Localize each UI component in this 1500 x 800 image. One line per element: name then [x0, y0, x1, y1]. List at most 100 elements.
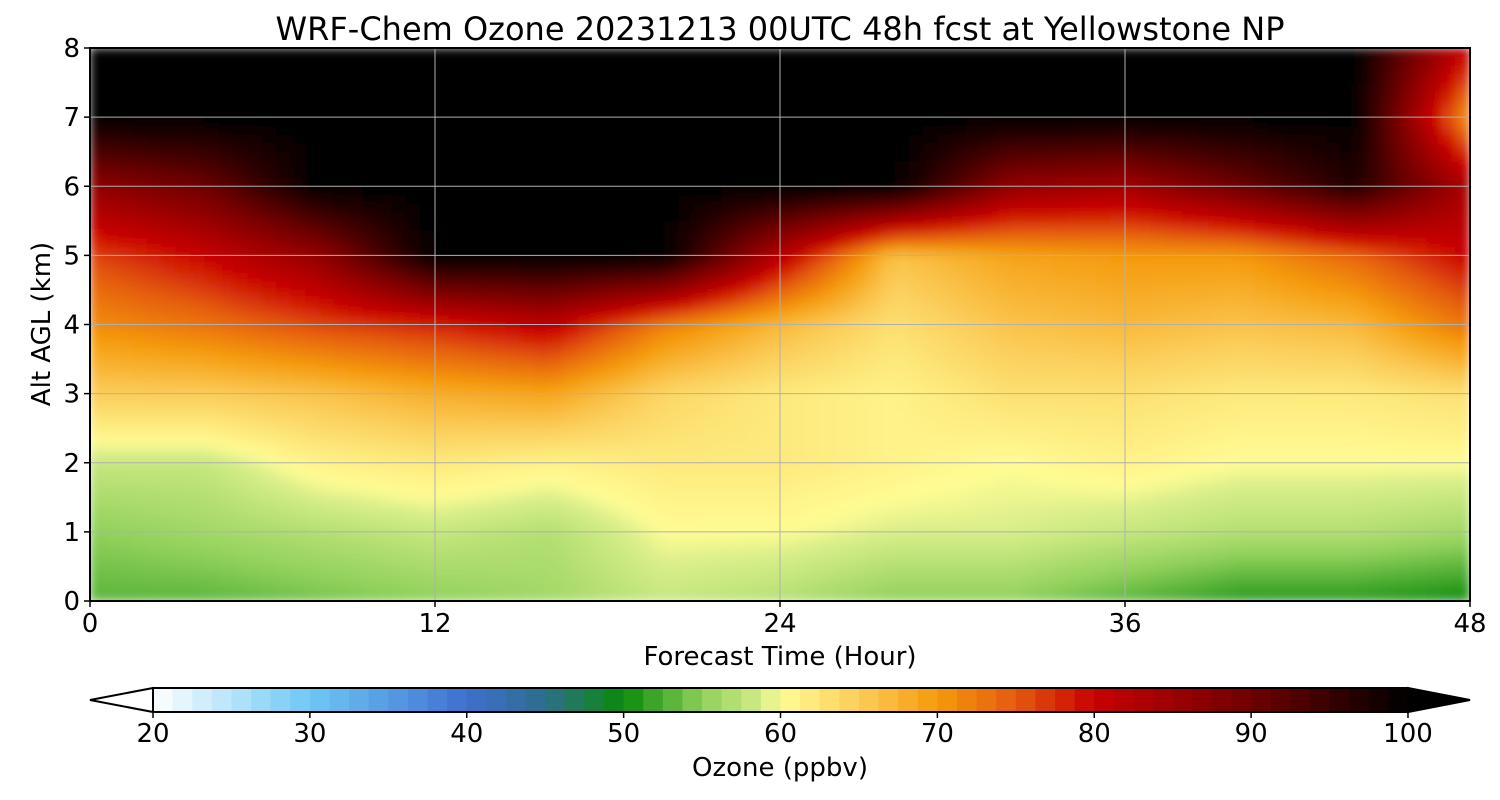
heatmap-cell: [880, 557, 896, 568]
heatmap-cell: [391, 90, 407, 101]
heatmap-cell: [405, 341, 422, 352]
heatmap-cell: [1196, 107, 1212, 118]
heatmap-cell: [420, 151, 436, 161]
heatmap-cell: [1023, 194, 1040, 205]
heatmap-cell: [750, 254, 767, 265]
heatmap-cell: [894, 488, 910, 498]
heatmap-cell: [1038, 496, 1054, 507]
heatmap-cell: [1095, 194, 1112, 205]
heatmap-cell: [894, 462, 910, 472]
heatmap-cell: [894, 168, 910, 179]
heatmap-cell: [851, 297, 867, 308]
heatmap-cell: [491, 453, 508, 464]
heatmap-cell: [491, 116, 508, 127]
heatmap-cell: [894, 99, 910, 110]
heatmap-cell: [578, 522, 594, 533]
heatmap-cell: [103, 280, 120, 291]
heatmap-cell: [678, 151, 695, 161]
heatmap-cell: [880, 358, 896, 369]
heatmap-cell: [721, 462, 738, 472]
heatmap-cell: [951, 583, 968, 593]
heatmap-cell: [966, 384, 982, 395]
heatmap-cell: [980, 531, 997, 542]
heatmap-cell: [736, 289, 752, 300]
heatmap-cell: [391, 99, 407, 110]
heatmap-cell: [1095, 246, 1112, 256]
heatmap-cell: [1081, 418, 1097, 429]
heatmap-cell: [894, 272, 910, 282]
heatmap-cell: [592, 99, 609, 110]
heatmap-cell: [578, 107, 594, 118]
heatmap-cell: [276, 323, 292, 334]
heatmap-cell: [1210, 574, 1227, 585]
heatmap-cell: [333, 263, 350, 274]
heatmap-cell: [563, 73, 580, 84]
heatmap-cell: [693, 565, 709, 576]
heatmap-cell: [506, 116, 522, 127]
heatmap-cell: [779, 513, 795, 524]
heatmap-cell: [923, 479, 939, 490]
heatmap-cell: [420, 116, 436, 127]
heatmap-cell: [204, 384, 220, 395]
heatmap-cell: [908, 505, 925, 516]
heatmap-cell: [779, 263, 795, 274]
heatmap-cell: [1167, 548, 1184, 559]
heatmap-cell: [951, 73, 968, 84]
heatmap-cell: [1153, 133, 1169, 144]
heatmap-cell: [161, 159, 177, 170]
heatmap-cell: [405, 81, 422, 92]
heatmap-cell: [664, 272, 680, 282]
heatmap-cell: [765, 246, 781, 256]
heatmap-cell: [880, 246, 896, 256]
heatmap-cell: [635, 531, 652, 542]
heatmap-cell: [592, 64, 609, 75]
heatmap-cell: [1167, 168, 1184, 179]
heatmap-cell: [1153, 479, 1169, 490]
heatmap-cell: [923, 99, 939, 110]
heatmap-cell: [1110, 289, 1126, 300]
heatmap-cell: [535, 48, 551, 58]
heatmap-cell: [146, 401, 163, 412]
heatmap-cell: [1138, 185, 1155, 196]
heatmap-cell: [218, 531, 235, 542]
heatmap-cell: [1038, 427, 1054, 438]
heatmap-cell: [707, 488, 724, 498]
heatmap-cell: [1124, 228, 1140, 239]
heatmap-cell: [765, 427, 781, 438]
heatmap-cell: [635, 254, 652, 265]
heatmap-cell: [592, 513, 609, 524]
heatmap-cell: [175, 522, 192, 533]
heatmap-cell: [765, 211, 781, 222]
heatmap-cell: [247, 272, 264, 282]
heatmap-cell: [1038, 151, 1054, 161]
heatmap-cell: [434, 462, 450, 472]
heatmap-cell: [118, 479, 134, 490]
heatmap-cell: [1009, 444, 1025, 455]
heatmap-cell: [923, 470, 939, 481]
heatmap-cell: [865, 539, 882, 550]
heatmap-cell: [851, 220, 867, 231]
heatmap-cell: [161, 81, 177, 92]
heatmap-cell: [261, 81, 278, 92]
heatmap-cell: [578, 427, 594, 438]
heatmap-cell: [175, 237, 192, 248]
heatmap-cell: [90, 168, 105, 179]
heatmap-cell: [678, 90, 695, 101]
heatmap-cell: [1181, 306, 1198, 317]
heatmap-cell: [1066, 315, 1083, 326]
heatmap-cell: [132, 479, 149, 490]
heatmap-cell: [1167, 444, 1184, 455]
heatmap-cell: [463, 548, 479, 559]
heatmap-cell: [305, 246, 321, 256]
heatmap-cell: [1167, 246, 1184, 256]
heatmap-cell: [535, 107, 551, 118]
heatmap-cell: [851, 151, 867, 161]
heatmap-cell: [333, 323, 350, 334]
heatmap-cell: [894, 358, 910, 369]
heatmap-cell: [606, 375, 623, 386]
heatmap-cell: [750, 211, 767, 222]
heatmap-cell: [132, 583, 149, 593]
heatmap-cell: [90, 418, 105, 429]
heatmap-cell: [477, 297, 494, 308]
heatmap-cell: [1038, 168, 1054, 179]
